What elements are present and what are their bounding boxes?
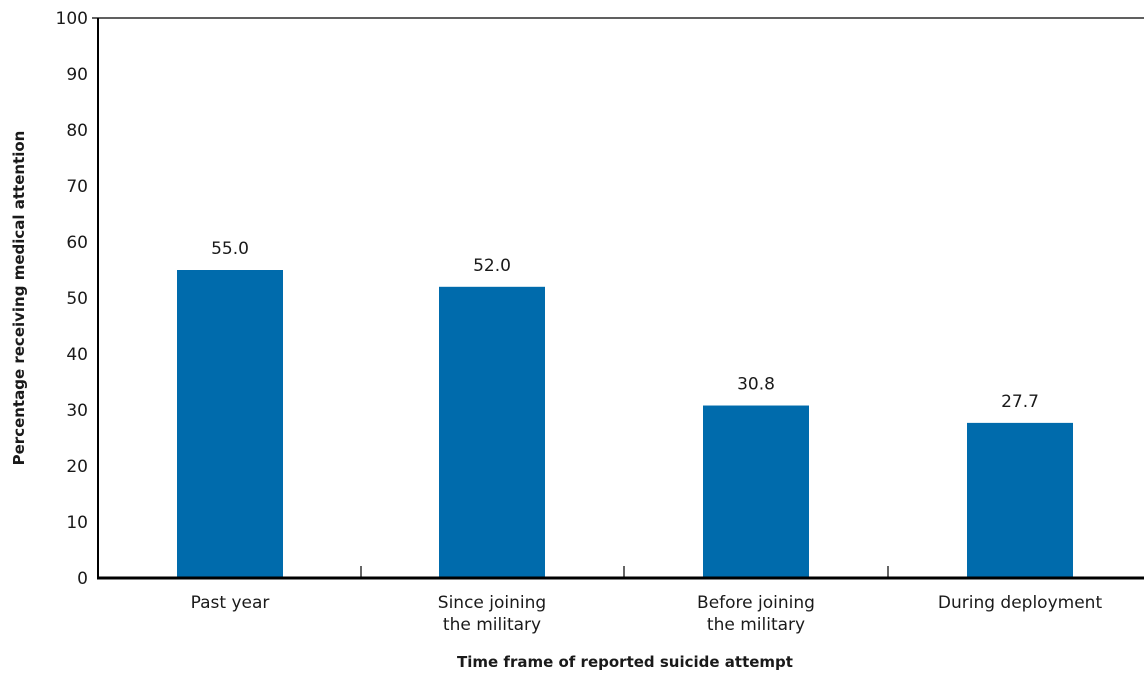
data-label: 52.0 <box>473 256 511 276</box>
y-tick-label: 90 <box>66 65 88 85</box>
y-tick-label: 50 <box>66 289 88 309</box>
y-tick-label: 0 <box>77 569 88 589</box>
bar <box>439 286 545 578</box>
data-label: 30.8 <box>737 375 775 395</box>
y-tick-label: 40 <box>66 345 88 365</box>
bar <box>703 405 809 578</box>
y-tick-label: 60 <box>66 233 88 253</box>
y-tick-label: 10 <box>66 513 88 533</box>
bar <box>177 270 283 578</box>
data-label: 55.0 <box>211 239 249 259</box>
y-tick-label: 20 <box>66 457 88 477</box>
y-tick-label: 100 <box>56 9 88 29</box>
x-axis-title: Time frame of reported suicide attempt <box>457 653 793 671</box>
y-tick-label: 80 <box>66 121 88 141</box>
x-tick-label: Since joining the military <box>438 593 546 635</box>
x-tick-label: Before joining the military <box>697 593 815 635</box>
plot-area: 0 10 20 30 40 50 60 70 80 90 100 55.0 Past year 52.0 S… <box>56 9 1144 635</box>
x-tick-label: During deployment <box>938 593 1103 613</box>
y-axis-title: Percentage receiving medical attention <box>10 131 28 466</box>
data-label: 27.7 <box>1001 392 1039 412</box>
x-tick-label: Past year <box>191 593 270 613</box>
y-tick-label: 30 <box>66 401 88 421</box>
y-tick-label: 70 <box>66 177 88 197</box>
bar <box>967 422 1073 578</box>
